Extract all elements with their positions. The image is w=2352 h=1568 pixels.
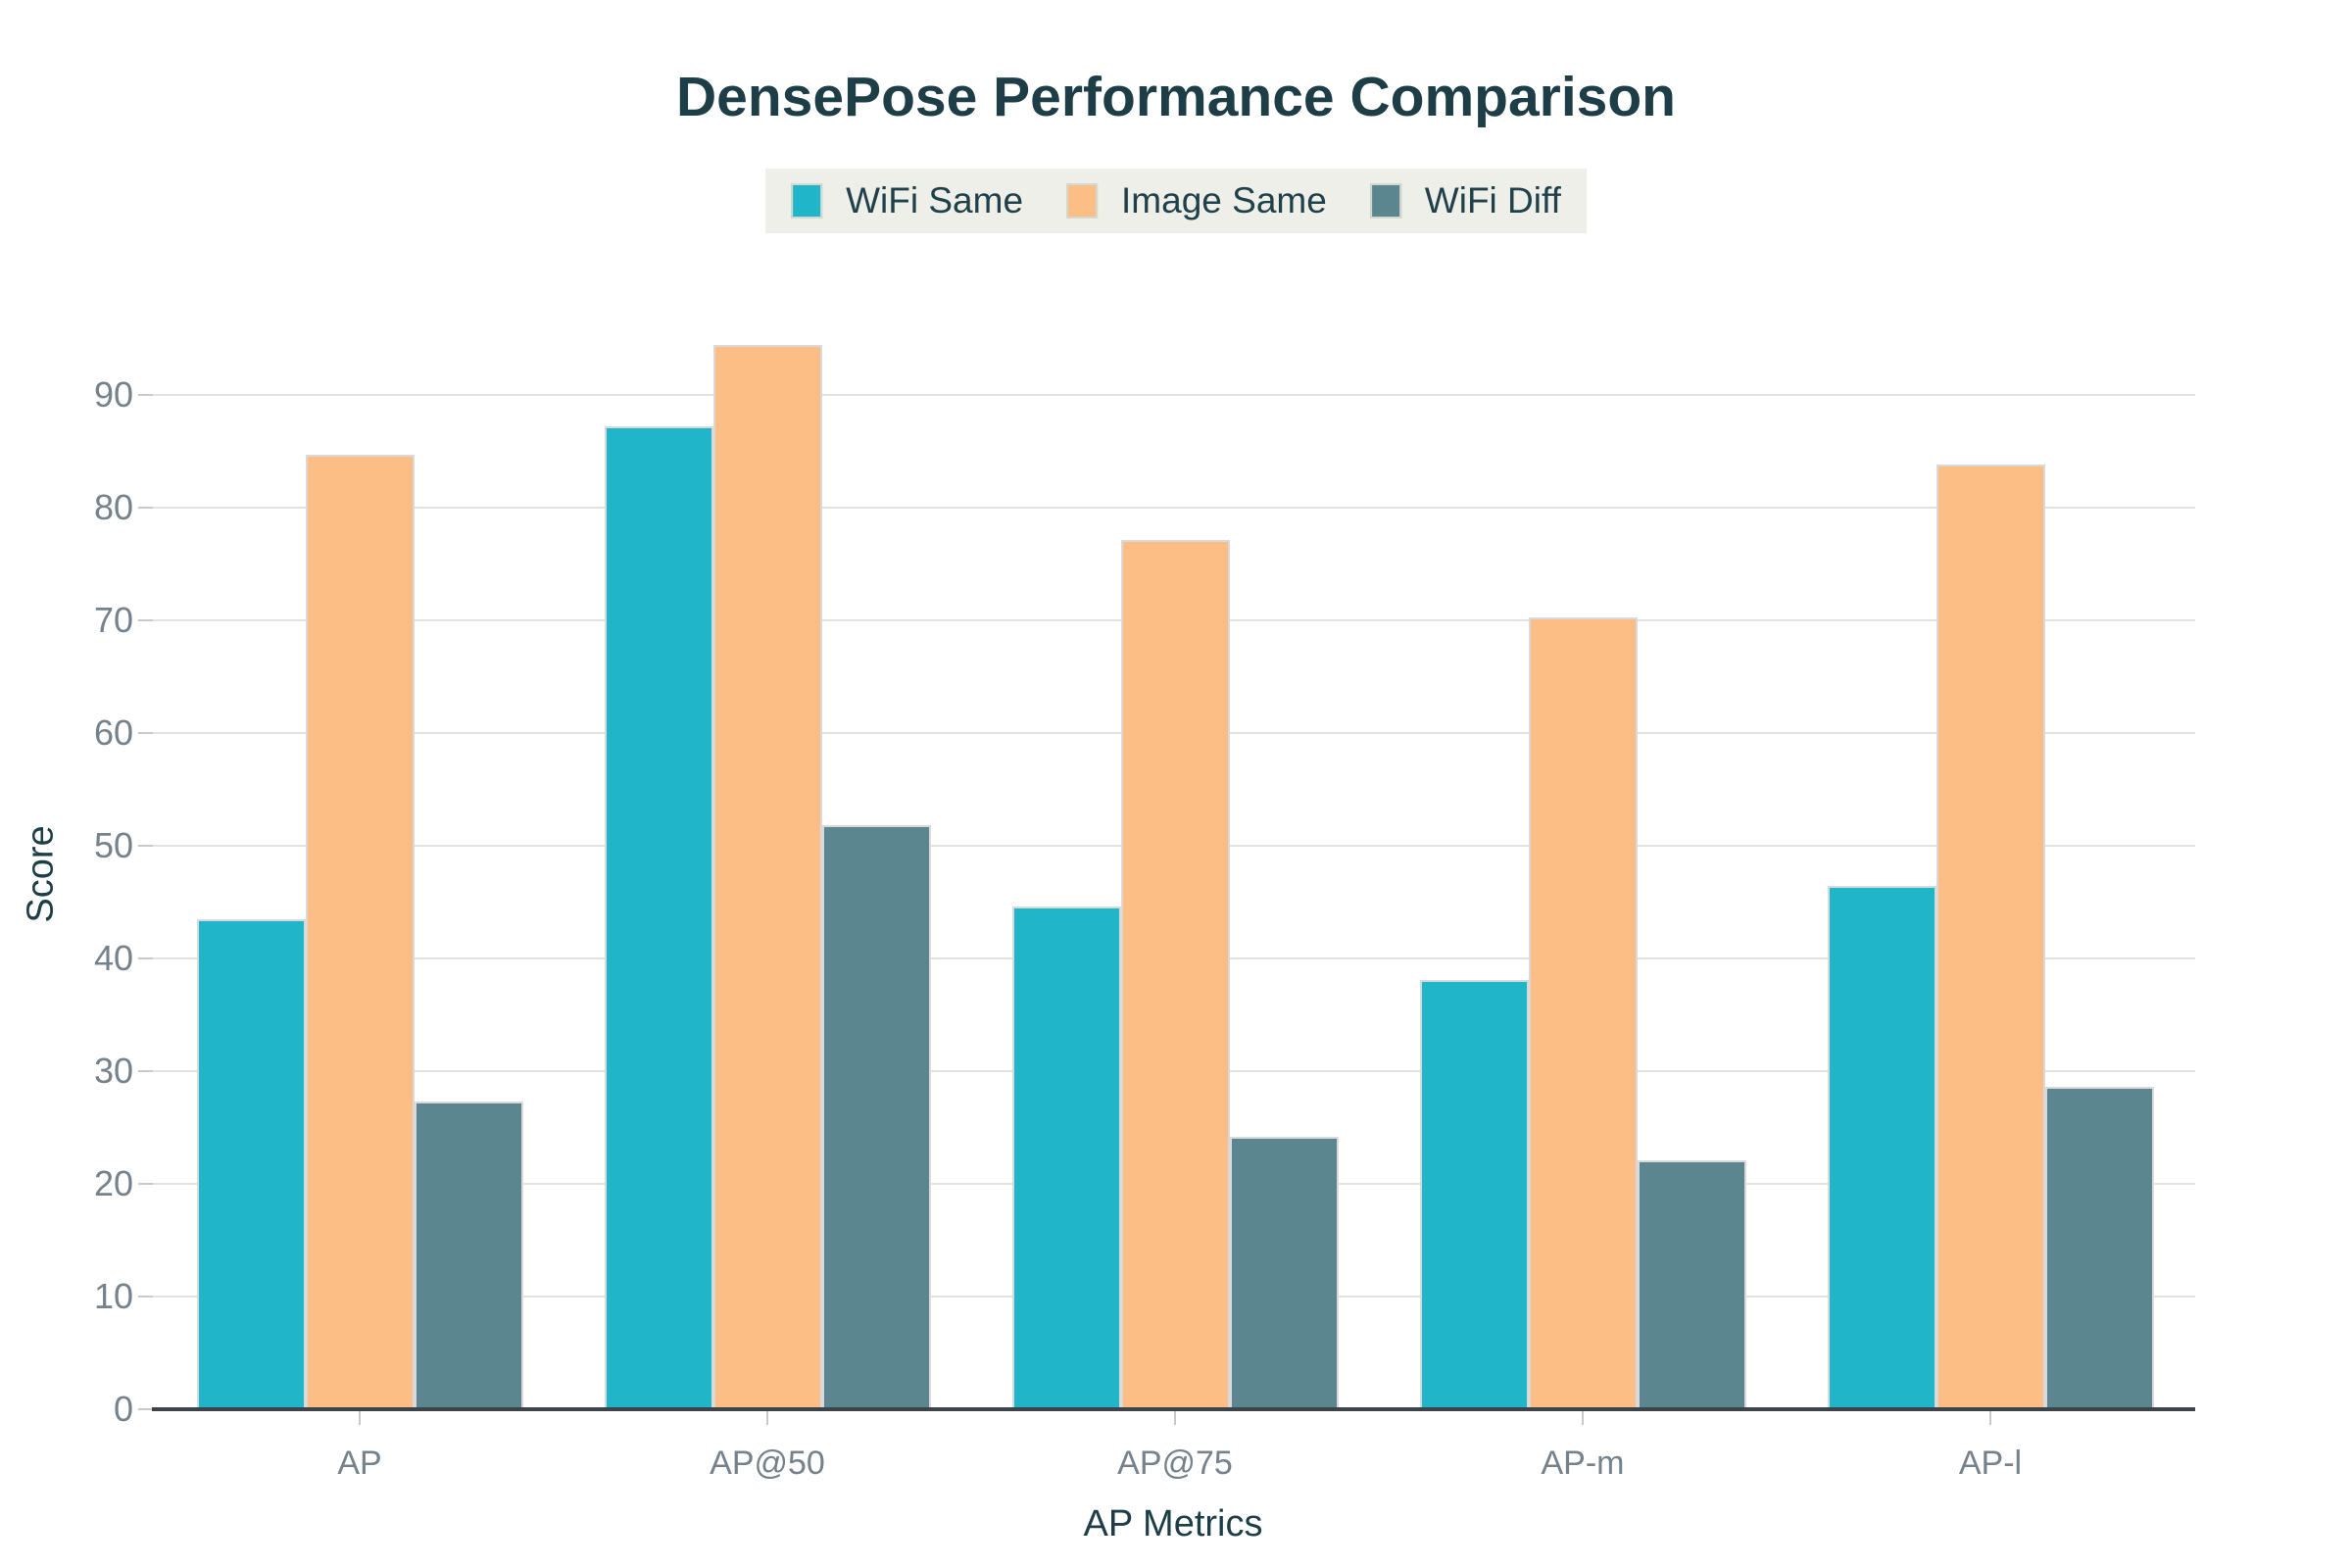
x-axis-title: AP Metrics bbox=[1083, 1503, 1263, 1544]
bar-wifi-same-ap-75 bbox=[1012, 906, 1121, 1409]
bar-image-same-ap-50 bbox=[713, 345, 822, 1409]
bar-image-same-ap-75 bbox=[1121, 540, 1230, 1409]
y-tick-mark bbox=[138, 507, 153, 509]
bar-wifi-diff-ap-l bbox=[2045, 1087, 2154, 1409]
bar-wifi-same-ap-50 bbox=[605, 426, 713, 1409]
x-tick-mark bbox=[1989, 1411, 1991, 1425]
y-axis-title: Score bbox=[20, 825, 62, 923]
x-category-label-ap-75: AP@75 bbox=[1117, 1445, 1233, 1482]
legend-item-wifi-diff[interactable]: WiFi Diff bbox=[1369, 180, 1561, 221]
bar-image-same-ap-m bbox=[1529, 617, 1638, 1409]
legend-label: WiFi Same bbox=[846, 180, 1024, 220]
y-tick-label: 0 bbox=[113, 1389, 133, 1429]
y-tick-mark bbox=[138, 957, 153, 959]
y-tick-label: 10 bbox=[93, 1276, 133, 1316]
legend-swatch-wifi-same bbox=[791, 183, 823, 219]
bar-wifi-diff-ap-75 bbox=[1230, 1137, 1339, 1409]
x-tick-mark bbox=[766, 1411, 768, 1425]
y-tick-mark bbox=[138, 1408, 153, 1410]
y-tick-label: 30 bbox=[93, 1051, 133, 1091]
y-tick-label: 50 bbox=[93, 825, 133, 865]
y-tick-mark bbox=[138, 732, 153, 734]
legend-item-image-same[interactable]: Image Same bbox=[1066, 180, 1327, 221]
y-tick-label: 90 bbox=[93, 374, 133, 415]
x-category-label-ap-m: AP-m bbox=[1541, 1445, 1625, 1482]
y-tick-mark bbox=[138, 1070, 153, 1072]
bar-wifi-diff-ap-50 bbox=[822, 825, 931, 1409]
y-tick-label: 20 bbox=[93, 1163, 133, 1203]
gridline bbox=[152, 394, 2195, 396]
bar-wifi-same-ap-m bbox=[1420, 980, 1529, 1409]
legend-item-wifi-same[interactable]: WiFi Same bbox=[791, 180, 1023, 221]
y-tick-label: 70 bbox=[93, 600, 133, 640]
bar-wifi-same-ap bbox=[197, 919, 306, 1409]
legend-swatch-wifi-diff bbox=[1369, 183, 1401, 219]
y-tick-label: 80 bbox=[93, 487, 133, 527]
y-tick-label: 60 bbox=[93, 712, 133, 753]
y-tick-mark bbox=[138, 619, 153, 621]
legend-label: WiFi Diff bbox=[1424, 180, 1561, 220]
bar-image-same-ap-l bbox=[1936, 465, 2045, 1409]
gridline bbox=[152, 507, 2195, 509]
y-tick-mark bbox=[138, 1183, 153, 1185]
x-tick-mark bbox=[1174, 1411, 1176, 1425]
legend-label: Image Same bbox=[1121, 180, 1327, 220]
bar-image-same-ap bbox=[306, 455, 415, 1409]
y-tick-mark bbox=[138, 845, 153, 847]
x-category-label-ap: AP bbox=[337, 1445, 382, 1482]
chart-title: DensePose Performance Comparison bbox=[675, 66, 1677, 128]
y-tick-mark bbox=[138, 394, 153, 396]
legend: WiFi Same Image Same WiFi Diff bbox=[765, 169, 1587, 233]
y-tick-mark bbox=[138, 1296, 153, 1298]
y-tick-label: 40 bbox=[93, 938, 133, 978]
bar-wifi-same-ap-l bbox=[1828, 886, 1936, 1409]
x-category-label-ap-50: AP@50 bbox=[710, 1445, 825, 1482]
x-tick-mark bbox=[1582, 1411, 1584, 1425]
x-tick-mark bbox=[359, 1411, 361, 1425]
bar-wifi-diff-ap bbox=[415, 1102, 523, 1409]
legend-swatch-image-same bbox=[1066, 183, 1099, 219]
bar-wifi-diff-ap-m bbox=[1638, 1160, 1746, 1409]
x-category-label-ap-l: AP-l bbox=[1958, 1445, 2023, 1482]
x-axis-line bbox=[152, 1407, 2195, 1411]
